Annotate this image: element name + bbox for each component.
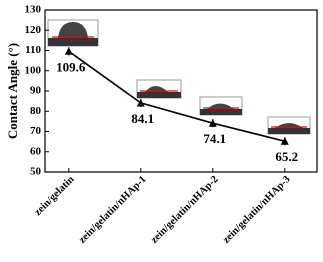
- droplet-photo: [199, 96, 243, 116]
- x-tick-label: zein/gelatin/nHAp-3: [221, 174, 293, 246]
- data-label: 109.6: [56, 59, 86, 74]
- marker: [64, 47, 73, 55]
- data-label: 84.1: [131, 111, 154, 126]
- y-axis-label: Contact Angle (°): [5, 43, 20, 139]
- marker: [208, 119, 217, 127]
- marker: [136, 98, 145, 107]
- data-label: 74.1: [203, 131, 226, 146]
- y-tick-label: 70: [30, 125, 42, 137]
- x-tick-label: zein/gelatin/nHAp-1: [77, 174, 149, 246]
- x-tick-label: zein/gelatin/nHAp-2: [149, 174, 221, 246]
- data-label: 65.2: [275, 149, 298, 164]
- inset-images: [47, 19, 311, 135]
- y-tick-label: 50: [30, 166, 42, 178]
- droplet-photo: [136, 79, 182, 99]
- y-tick-label: 80: [30, 105, 42, 117]
- y-tick-label: 90: [30, 85, 42, 97]
- y-tick-label: 130: [25, 4, 42, 16]
- line: [68, 50, 285, 142]
- y-tick-label: 100: [25, 64, 42, 76]
- y-tick-label: 120: [25, 24, 42, 36]
- marker: [280, 137, 289, 145]
- y-tick-label: 60: [30, 145, 42, 157]
- droplet-photo: [267, 116, 311, 135]
- y-tick-label: 110: [25, 44, 41, 56]
- droplet-photo: [47, 19, 99, 47]
- x-tick-label: zein/gelatin: [33, 174, 77, 218]
